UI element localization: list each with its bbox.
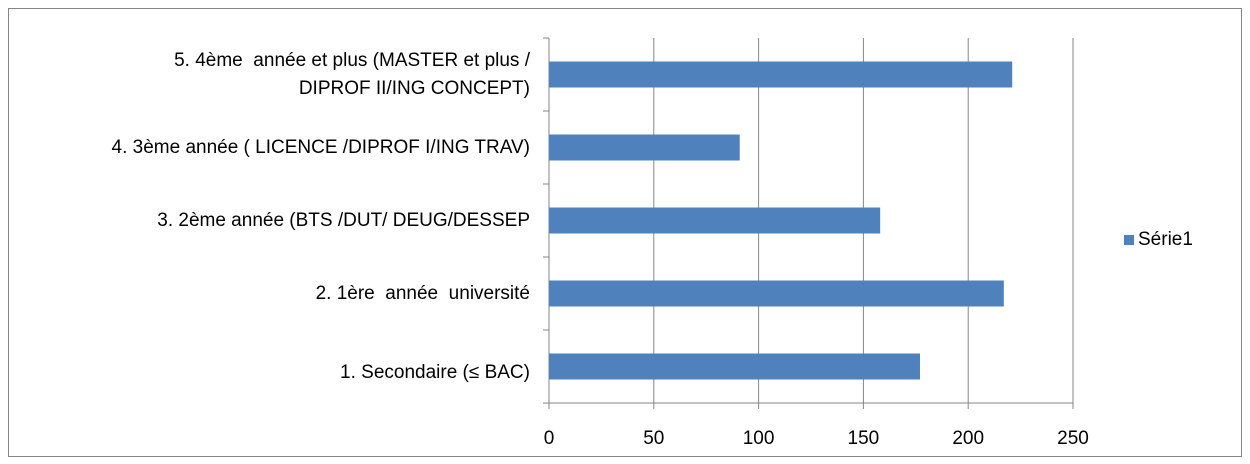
bar — [549, 134, 740, 161]
x-tick-label: 200 — [952, 428, 984, 449]
bar — [549, 353, 920, 380]
x-tick-label: 100 — [743, 428, 775, 449]
legend-label: Série1 — [1138, 229, 1193, 250]
y-tick-label: 4. 3ème année ( LICENCE /DIPROF I/ING TR… — [111, 136, 530, 158]
bar — [549, 280, 1004, 307]
y-tick-label: 5. 4ème année et plus (MASTER et plus / … — [174, 49, 530, 99]
x-tick-label: 0 — [544, 428, 555, 449]
x-tick-label: 250 — [1057, 428, 1089, 449]
bar — [549, 207, 881, 234]
bar — [549, 61, 1013, 88]
y-tick-label: 1. Secondaire (≤ BAC) — [340, 361, 530, 383]
x-tick-label: 50 — [643, 428, 664, 449]
y-tick-label: 2. 1ère année université — [315, 282, 530, 304]
x-tick-label: 150 — [848, 428, 880, 449]
legend-swatch — [1124, 235, 1134, 245]
y-tick-label: 3. 2ème année (BTS /DUT/ DEUG/DESSEP — [157, 209, 530, 231]
